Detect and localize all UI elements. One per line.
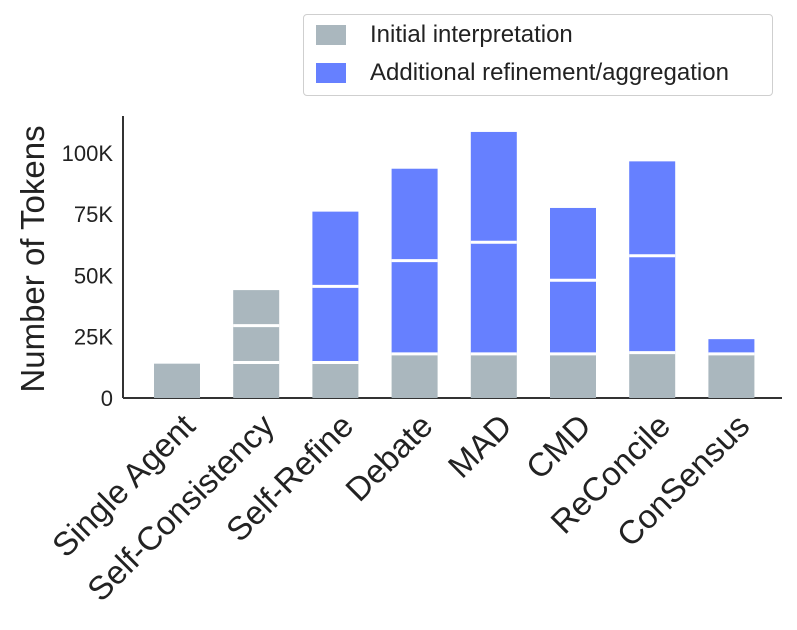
bar-segment-additional [470, 131, 517, 243]
legend-label-additional: Additional refinement/aggregation [370, 59, 729, 86]
legend-swatch-initial [316, 25, 346, 45]
bar-segment-initial [312, 362, 359, 398]
legend-label-initial: Initial interpretation [370, 21, 573, 48]
bar-segment-additional [550, 207, 596, 281]
bar-segment-initial [629, 352, 676, 398]
x-tick-label: MAD [441, 407, 519, 485]
bar-segment-initial [470, 353, 517, 398]
bar-segment-initial [233, 290, 280, 326]
legend-item-additional: Additional refinement/aggregation [316, 58, 729, 88]
bar-segment-additional [391, 168, 438, 261]
y-axis-label: Number of Tokens [14, 125, 51, 392]
bar-segment-initial [233, 325, 280, 363]
bar-segment-additional [470, 242, 517, 354]
x-tick-label: Debate [338, 407, 439, 508]
bar-segment-additional [312, 211, 359, 287]
bar-segment-initial [233, 362, 280, 398]
bar-segment-additional [629, 161, 676, 256]
y-tick-label: 25K [74, 325, 113, 350]
legend: Initial interpretation Additional refine… [303, 14, 773, 96]
bar-segment-additional [391, 260, 438, 354]
bar-segment-additional [312, 286, 359, 363]
y-tick-label: 50K [74, 263, 113, 288]
bar-segment-initial [550, 353, 596, 398]
bar-segment-initial [708, 353, 755, 398]
y-tick-label: 100K [62, 141, 114, 166]
legend-item-initial: Initial interpretation [316, 20, 573, 50]
y-tick-label: 0 [101, 386, 113, 411]
bar-segment-additional [550, 280, 596, 354]
bar-segment-additional [629, 255, 676, 353]
y-tick-label: 75K [74, 202, 113, 227]
bar-segment-initial [391, 353, 438, 398]
legend-swatch-additional [316, 63, 346, 83]
bar-segment-additional [708, 339, 755, 354]
bar-segment-initial [154, 363, 200, 398]
